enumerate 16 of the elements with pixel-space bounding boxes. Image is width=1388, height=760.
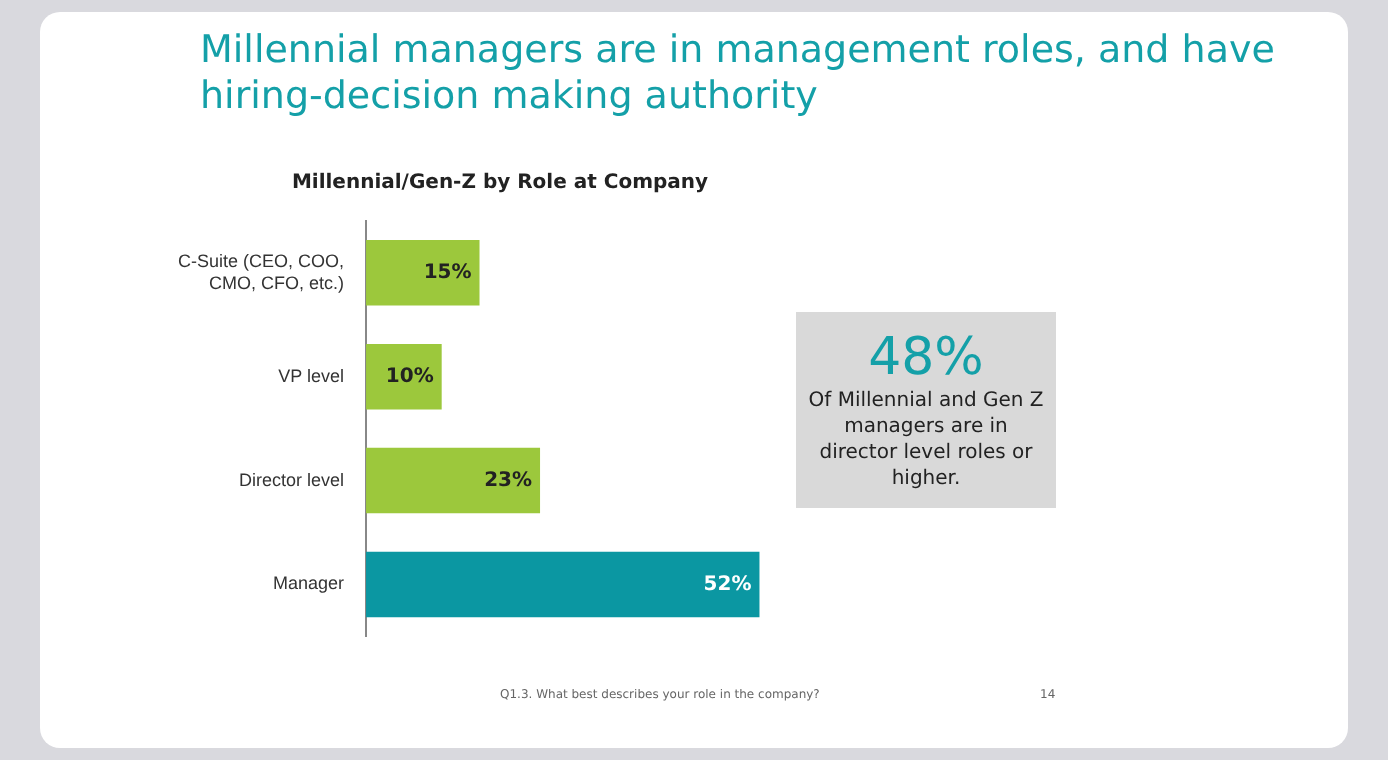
bar — [366, 551, 760, 618]
bar — [366, 447, 541, 514]
data-label: 52% — [703, 573, 752, 596]
text: Of Millennial and Gen Z managers are in director level roles or higher. — [806, 388, 1046, 492]
data-label: 10% — [385, 365, 434, 388]
chart-subtitle: Millennial/Gen-Z by Role at Company — [289, 172, 711, 194]
y-tick-label: C-Suite (CEO, COO, CMO, CFO, etc.) — [177, 250, 345, 293]
chart-title: Millennial managers are in management roles, and have hiring-decision making authority — [200, 28, 1277, 120]
bar — [366, 343, 442, 410]
bar — [366, 240, 480, 306]
text: 48% — [866, 328, 986, 388]
y-tick-label: VP level — [278, 365, 345, 386]
y-tick-label: Director level — [238, 469, 345, 490]
y-tick-label: Manager — [272, 573, 345, 594]
data-label: 23% — [484, 469, 533, 492]
data-label: 15% — [423, 261, 472, 284]
